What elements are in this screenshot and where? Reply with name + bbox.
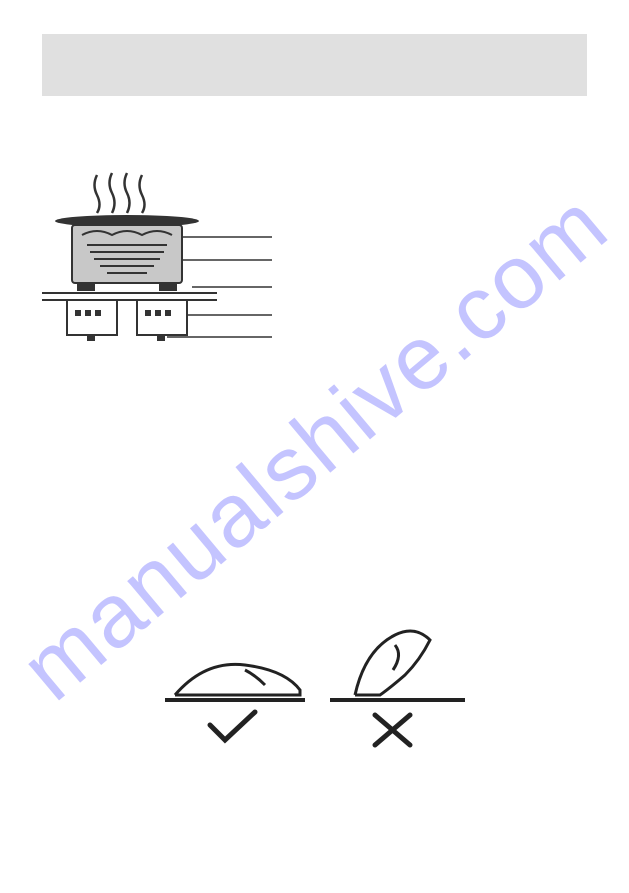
- header-bar: [42, 34, 587, 96]
- touch-diagram: [155, 620, 475, 760]
- stove-diagram: [42, 165, 282, 375]
